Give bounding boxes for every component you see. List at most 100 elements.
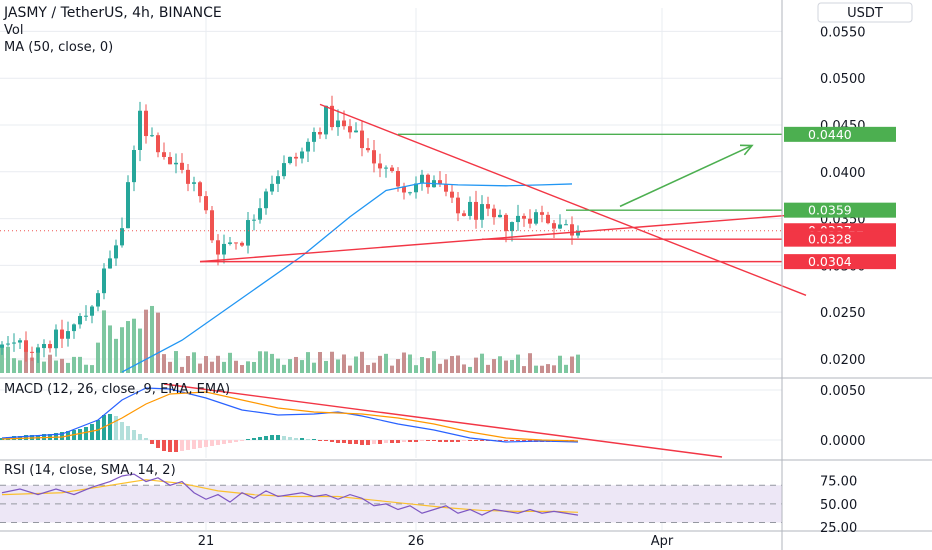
time-axis[interactable]: 21 26 Apr — [198, 534, 674, 549]
macd-histogram-bar — [462, 440, 466, 441]
candle-body — [540, 212, 544, 215]
symbol-title[interactable]: JASMY / TetherUS, 4h, BINANCE — [3, 5, 222, 21]
macd-histogram-bar — [516, 440, 520, 441]
volume-bar — [168, 361, 172, 373]
macd-histogram-bar — [24, 435, 28, 440]
volume-bar — [504, 360, 508, 373]
volume-bar — [564, 364, 568, 373]
candle-body — [192, 182, 196, 184]
macd-histogram-bar — [396, 440, 400, 443]
candle-body — [558, 224, 562, 229]
volume-bar — [66, 362, 70, 373]
candle-body — [324, 105, 328, 135]
price-tick-label: 0.0250 — [820, 306, 866, 321]
candle-body — [126, 182, 130, 229]
candle-body — [498, 214, 502, 218]
ma-legend[interactable]: MA (50, close, 0) — [4, 40, 113, 55]
macd-histogram-bar — [258, 437, 262, 440]
candle-body — [42, 344, 46, 349]
candle-body — [354, 130, 358, 133]
volume-bar — [540, 365, 544, 373]
volume-bar — [288, 359, 292, 373]
volume-bar — [492, 359, 496, 373]
candle-body — [54, 329, 58, 349]
candle-body — [258, 208, 262, 220]
macd-histogram-bar — [498, 440, 502, 441]
volume-bar — [282, 364, 286, 373]
macd-histogram-bar — [450, 440, 454, 442]
macd-histogram-bar — [384, 440, 388, 443]
volume-bar — [204, 356, 208, 373]
macd-legend[interactable]: MACD (12, 26, close, 9, EMA, EMA) — [4, 382, 230, 397]
candle-body — [378, 163, 382, 169]
macd-histogram-bar — [504, 440, 508, 441]
macd-histogram-bar — [414, 440, 418, 442]
volume-bar — [372, 362, 376, 373]
macd-histogram-bar — [54, 433, 58, 440]
volume-bar — [534, 365, 538, 373]
candle-body — [186, 169, 190, 184]
rsi-legend[interactable]: RSI (14, close, SMA, 14, 2) — [4, 463, 176, 478]
volume-bar — [240, 365, 244, 373]
candle-body — [312, 131, 316, 142]
volume-bar — [270, 353, 274, 373]
price-tag-label: 0.0440 — [808, 127, 852, 142]
macd-histogram-bar — [114, 416, 118, 440]
volume-bar — [114, 338, 118, 373]
rsi-tick-label: 50.00 — [820, 498, 857, 513]
candle-body — [468, 201, 472, 216]
candle-body — [180, 162, 184, 170]
volume-bar — [342, 354, 346, 373]
macd-histogram-bar — [192, 440, 196, 449]
target-arrow-head — [739, 144, 754, 156]
volume-bar — [390, 365, 394, 373]
macd-histogram-bar — [348, 440, 352, 444]
volume-bar — [48, 354, 52, 373]
price-tick-label: 0.0400 — [820, 166, 866, 181]
rsi-line — [1, 473, 579, 516]
volume-bar — [138, 328, 142, 373]
volume-bar — [558, 355, 562, 373]
volume-legend[interactable]: Vol — [4, 23, 23, 38]
volume-bar — [480, 353, 484, 373]
macd-histogram-bar — [426, 440, 430, 441]
volume-bar — [402, 352, 406, 373]
candle-body — [576, 230, 580, 236]
volume-bar — [312, 362, 316, 373]
candle-body — [18, 340, 22, 343]
candle-body — [222, 243, 226, 255]
volume-bar — [336, 359, 340, 373]
macd-histogram-bar — [132, 430, 136, 440]
volume-bar — [348, 365, 352, 373]
candle-body — [294, 156, 298, 159]
rsi-layer — [1, 473, 579, 516]
candle-body — [318, 131, 322, 135]
candle-body — [168, 156, 172, 165]
ma-line — [121, 182, 573, 373]
candle-body — [60, 329, 64, 339]
candle-body — [102, 268, 106, 294]
macd-layer — [0, 383, 723, 458]
candle-body — [522, 215, 526, 219]
macd-histogram-bar — [138, 434, 142, 440]
price-tick-label: 0.0200 — [820, 353, 866, 368]
macd-histogram-bar — [108, 414, 112, 440]
volume-bar — [576, 354, 580, 373]
candle-body — [6, 343, 10, 345]
candles — [0, 95, 580, 364]
candle-body — [210, 210, 214, 241]
volume-bar — [462, 364, 466, 373]
volume-bar — [510, 359, 514, 373]
macd-histogram-bar — [420, 440, 424, 441]
currency-selector[interactable]: USDT — [817, 2, 913, 23]
target-arrow-shaft — [619, 144, 753, 208]
trendline-falling-resistance — [319, 103, 807, 296]
volume-bar — [420, 357, 424, 373]
macd-histogram-bar — [438, 440, 442, 442]
candle-body — [348, 126, 352, 133]
trend-drawings[interactable] — [0, 103, 807, 296]
macd-tick-label: 0.0000 — [820, 434, 866, 449]
